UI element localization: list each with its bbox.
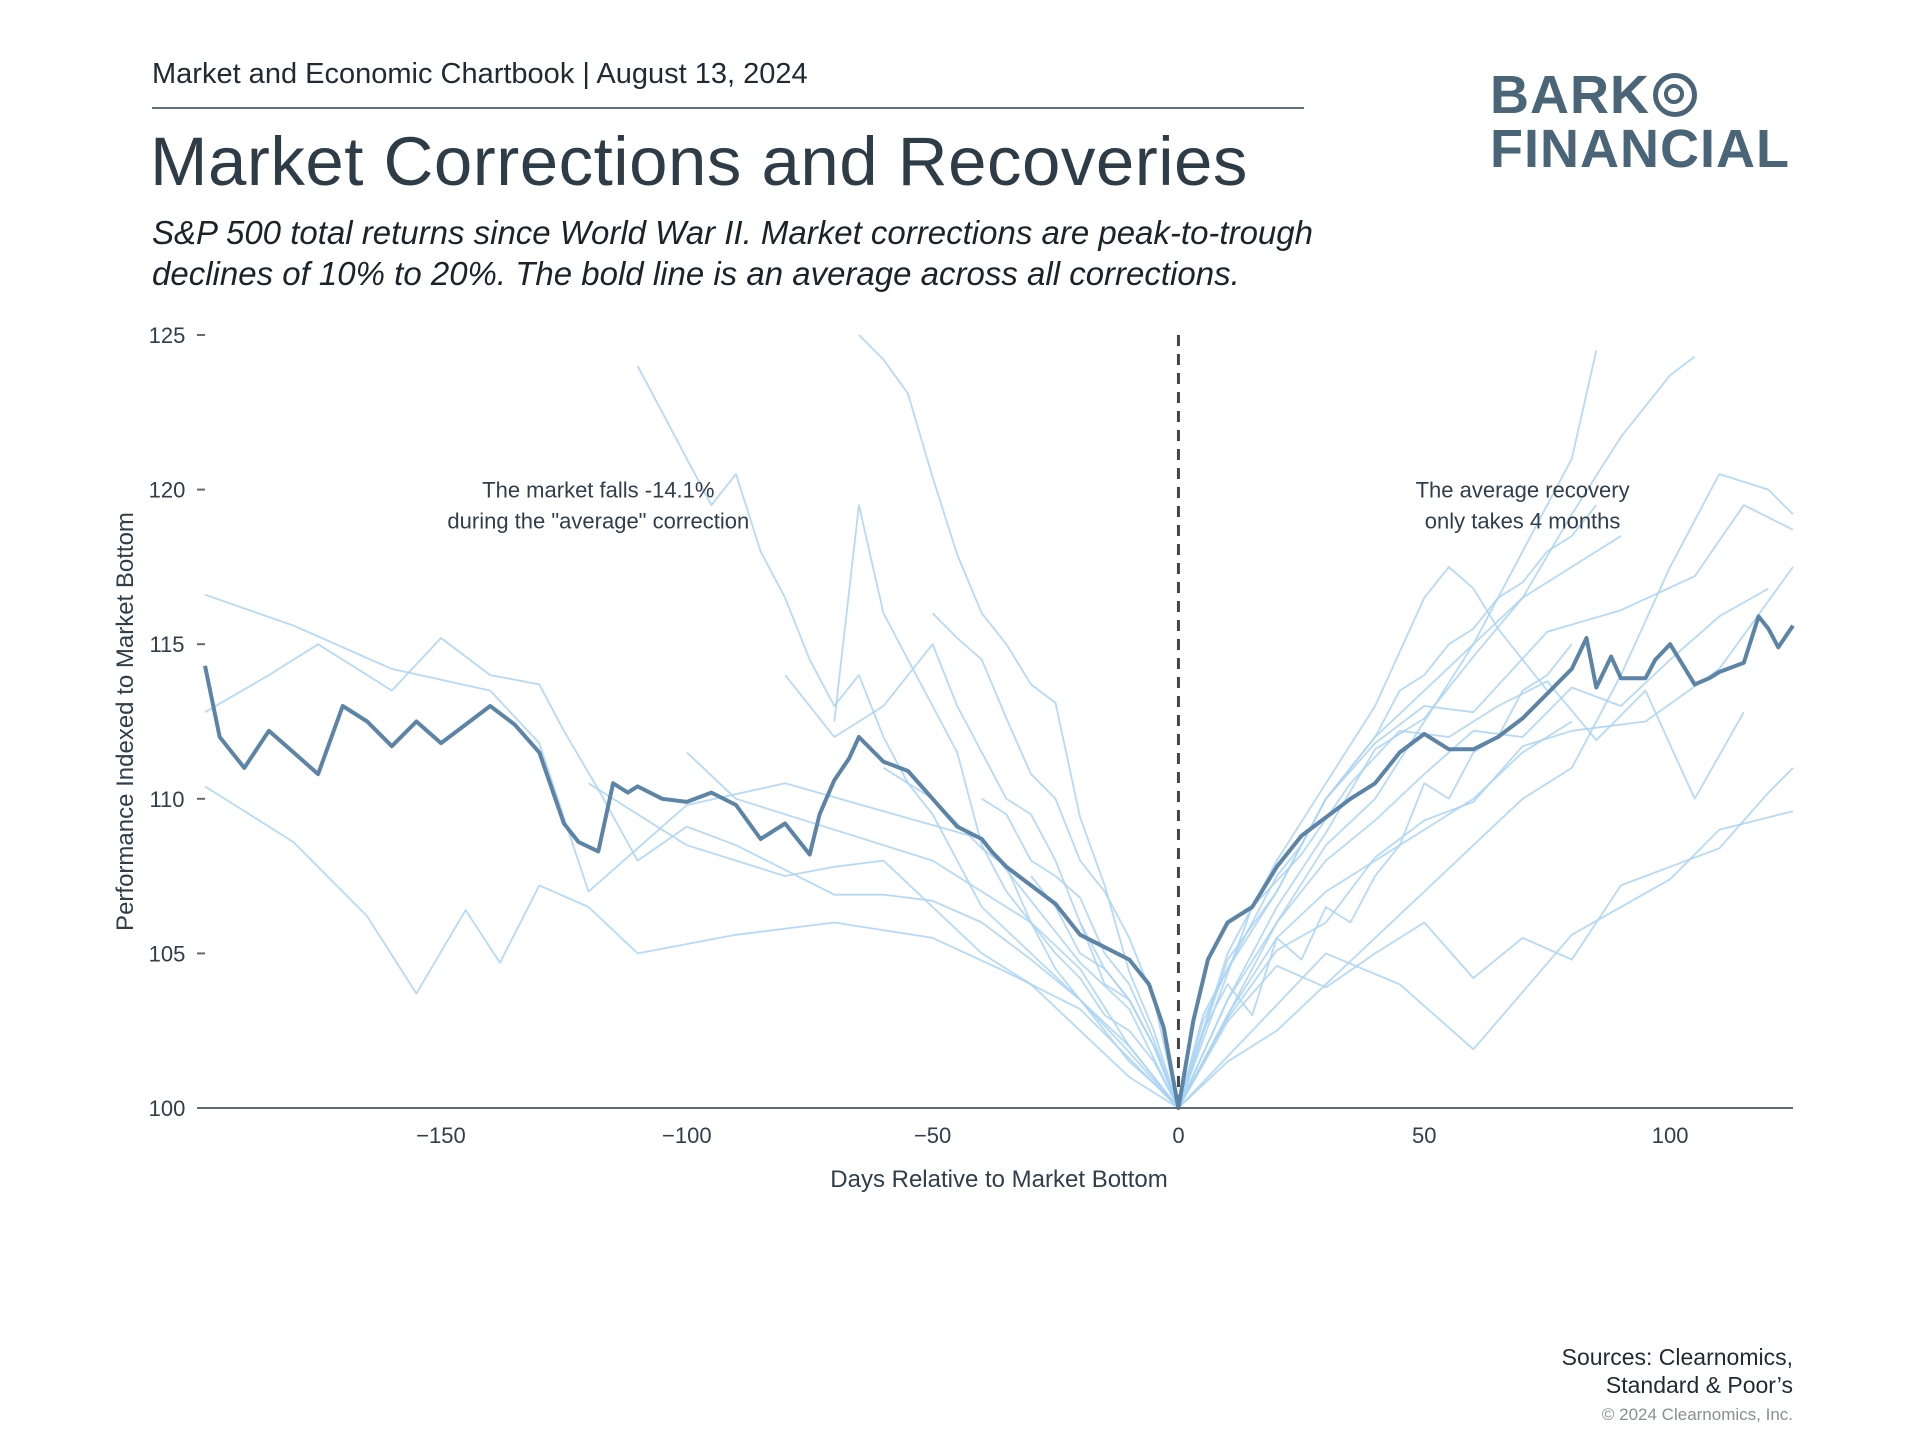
y-tick-label: 115 xyxy=(149,632,184,657)
x-tick-label: −100 xyxy=(662,1123,712,1148)
sources-line-2: Standard & Poor’s xyxy=(1605,1372,1793,1398)
logo-word-bark: BARK xyxy=(1490,65,1650,125)
sources-line-1: Sources: Clearnomics, xyxy=(1561,1344,1793,1370)
chart-subtitle: S&P 500 total returns since World War II… xyxy=(152,214,1313,292)
correction-series-line-5 xyxy=(858,334,1696,1109)
correction-series-line-2 xyxy=(204,785,1794,1109)
logo-word-financial: FINANCIAL xyxy=(1490,119,1790,179)
correction-series-line-6 xyxy=(833,473,1794,1109)
x-tick-label: −150 xyxy=(416,1123,466,1148)
annotation-2-line-1: The average recovery xyxy=(1416,478,1630,503)
x-tick-label: 100 xyxy=(1652,1123,1689,1148)
annotation-1-line-1: The market falls -14.1% xyxy=(482,478,714,503)
correction-series-line-12 xyxy=(1030,504,1598,1109)
annotation-2-line-2: only takes 4 months xyxy=(1425,509,1621,534)
correction-series-line-14 xyxy=(588,720,1573,1109)
y-tick-label: 105 xyxy=(149,941,186,966)
y-tick-label: 110 xyxy=(149,787,184,812)
correction-series-line-1 xyxy=(204,504,1794,1109)
chartbook-header: Market and Economic Chartbook | August 1… xyxy=(152,58,808,90)
header-divider xyxy=(152,107,1304,109)
y-tick-label: 125 xyxy=(149,323,186,348)
y-tick-label: 100 xyxy=(149,1096,186,1121)
x-axis-label: Days Relative to Market Bottom xyxy=(830,1166,1167,1193)
average-correction-line xyxy=(203,614,1795,1110)
y-axis-label: Performance Indexed to Market Bottom xyxy=(112,512,139,931)
logo-ring-icon xyxy=(1653,73,1697,117)
y-tick-label: 120 xyxy=(149,478,186,503)
x-tick-label: 0 xyxy=(1172,1123,1184,1148)
correction-series-line-4 xyxy=(636,350,1598,1109)
annotation-1-line-2: during the "average" correction xyxy=(447,509,749,534)
copyright-note: © 2024 Clearnomics, Inc. xyxy=(1601,1405,1793,1424)
correction-series-line-8 xyxy=(931,612,1794,1109)
x-tick-label: 50 xyxy=(1412,1123,1436,1148)
correction-series-line-9 xyxy=(981,587,1769,1109)
sources-note: Sources: Clearnomics, Standard & Poor’s xyxy=(1562,1343,1793,1399)
barko-financial-logo: BARK FINANCIAL xyxy=(1490,68,1790,176)
chart-title: Market Corrections and Recoveries xyxy=(150,123,1248,200)
correction-series-line-10 xyxy=(883,680,1745,1109)
logo-wordmark-top: BARK xyxy=(1490,68,1790,122)
x-tick-label: −50 xyxy=(914,1123,951,1148)
correction-series-line-3 xyxy=(204,566,1794,1109)
